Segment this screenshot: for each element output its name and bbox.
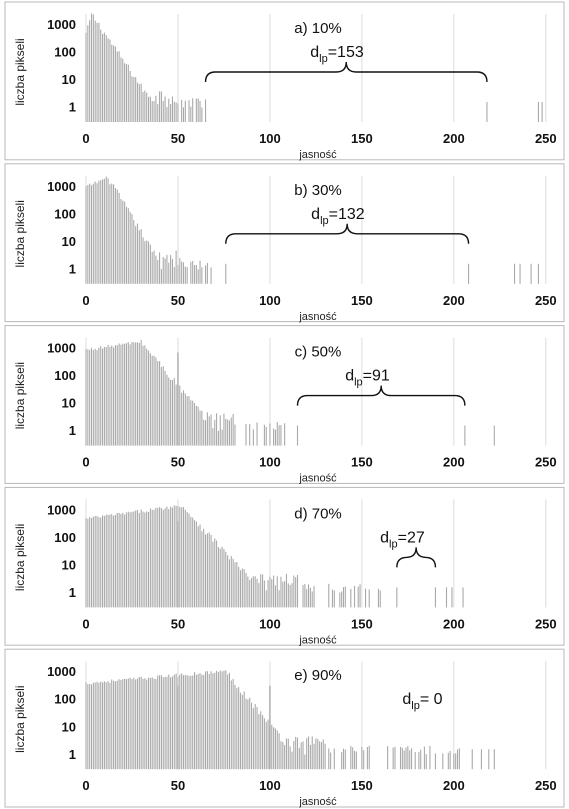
y-tick-label: 1000 [47,664,76,679]
panel-frame [4,1,565,161]
x-tick-label: 100 [259,778,281,793]
x-tick-label: 100 [259,293,281,308]
y-tick-label: 100 [54,368,76,383]
range-brace [296,385,466,406]
x-tick-label: 250 [535,778,557,793]
x-tick-label: 250 [535,131,557,146]
x-axis-label: jasność [298,796,337,808]
y-tick-label: 1 [69,423,76,438]
x-tick-label: 200 [443,616,465,631]
range-brace [225,223,470,244]
y-tick-label: 1 [69,261,76,276]
y-axis-label: liczba pikseli [13,362,27,429]
range-brace [396,547,437,568]
y-tick-label: 100 [54,206,76,221]
panel-title: c) 50% [295,344,342,361]
y-axis-label: liczba pikseli [13,200,27,267]
x-tick-label: 50 [171,616,185,631]
panel-frame [4,163,565,323]
x-tick-label: 100 [259,616,281,631]
dlp-annotation: dlp=132 [311,206,365,227]
dlp-annotation: dlp=91 [345,368,390,389]
panel-title: d) 70% [294,505,342,522]
x-tick-label: 250 [535,616,557,631]
x-tick-label: 0 [82,455,89,470]
x-axis-label: jasność [298,149,337,161]
panel-frame [4,325,565,484]
x-tick-label: 0 [82,293,89,308]
y-tick-label: 100 [54,45,76,60]
x-axis-label: jasność [298,473,337,485]
y-tick-label: 10 [62,396,76,411]
y-tick-label: 10 [62,557,76,572]
panel-frame [4,486,565,646]
panel-title: b) 30% [294,182,342,199]
dlp-annotation: dlp=153 [310,44,364,65]
x-tick-label: 100 [259,131,281,146]
x-tick-label: 200 [443,131,465,146]
x-tick-label: 250 [535,455,557,470]
x-tick-label: 50 [171,778,185,793]
x-tick-label: 0 [82,778,89,793]
y-tick-label: 10 [62,719,76,734]
x-tick-label: 200 [443,455,465,470]
x-tick-label: 0 [82,131,89,146]
x-tick-label: 200 [443,293,465,308]
x-tick-label: 150 [351,293,373,308]
y-tick-label: 1000 [47,502,76,517]
x-tick-label: 250 [535,293,557,308]
x-tick-label: 0 [82,616,89,631]
x-tick-label: 200 [443,778,465,793]
y-tick-label: 1000 [47,179,76,194]
y-tick-label: 100 [54,530,76,545]
y-tick-label: 1 [69,100,76,115]
y-axis-label: liczba pikseli [13,524,27,591]
x-tick-label: 150 [351,455,373,470]
y-tick-label: 1000 [47,17,76,32]
x-tick-label: 50 [171,293,185,308]
y-axis-label: liczba pikseli [13,38,27,105]
x-axis-label: jasność [298,634,337,646]
panel-title: a) 10% [294,20,342,37]
y-tick-label: 100 [54,692,76,707]
y-tick-label: 1 [69,585,76,600]
panel-title: e) 90% [294,667,342,684]
y-tick-label: 10 [62,72,76,87]
panel-frame [4,648,565,808]
range-brace [204,61,488,83]
y-tick-label: 1000 [47,341,76,356]
x-tick-label: 50 [171,131,185,146]
dlp-annotation: dlp= 0 [402,691,442,712]
y-tick-label: 10 [62,234,76,249]
y-axis-label: liczba pikseli [13,686,27,753]
y-tick-label: 1 [69,747,76,762]
x-tick-label: 100 [259,455,281,470]
x-axis-label: jasność [298,311,337,323]
x-tick-label: 150 [351,778,373,793]
dlp-annotation: dlp=27 [380,529,425,550]
x-tick-label: 150 [351,616,373,631]
x-tick-label: 50 [171,455,185,470]
x-tick-label: 150 [351,131,373,146]
